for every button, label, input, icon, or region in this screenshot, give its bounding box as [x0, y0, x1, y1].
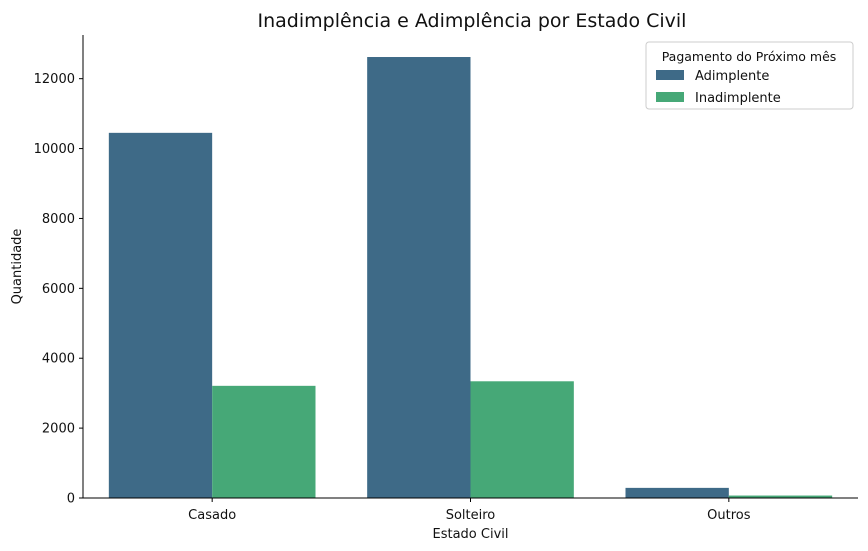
y-tick-label: 8000: [42, 212, 75, 227]
x-tick-label: Casado: [188, 508, 236, 523]
legend-frame: [645, 41, 854, 110]
legend: Pagamento do Próximo mês Adimplente Inadi…: [645, 41, 854, 110]
y-tick-label: 12000: [34, 72, 75, 87]
bar-inadimplente-outros: [728, 495, 833, 498]
y-tick-label: 6000: [42, 282, 75, 297]
bars-group: [108, 57, 833, 498]
legend-swatch-inadimplente: [656, 92, 684, 102]
x-tick-label: Solteiro: [446, 508, 496, 523]
legend-items: Adimplente Inadimplente: [656, 69, 781, 106]
chart-title: Inadimplência e Adimplência por Estado C…: [258, 10, 687, 32]
x-axis-label: Estado Civil: [433, 527, 509, 542]
y-tick-label: 0: [67, 492, 75, 507]
y-tick-label: 4000: [42, 352, 75, 367]
legend-label-inadimplente: Inadimplente: [695, 91, 781, 106]
y-tick-label: 10000: [34, 142, 75, 157]
bar-inadimplente-solteiro: [470, 381, 574, 498]
x-axis-ticks: Casado Solteiro Outros: [188, 498, 751, 523]
y-axis-label: Quantidade: [10, 229, 25, 305]
y-tick-label: 2000: [42, 422, 75, 437]
bar-adimplente-outros: [625, 487, 729, 498]
legend-label-adimplente: Adimplente: [695, 69, 769, 84]
legend-title: Pagamento do Próximo mês: [662, 49, 837, 64]
bar-adimplente-solteiro: [367, 57, 471, 498]
bar-adimplente-casado: [108, 132, 213, 498]
bar-inadimplente-casado: [212, 385, 316, 498]
legend-swatch-adimplente: [656, 70, 684, 80]
x-tick-label: Outros: [707, 508, 751, 523]
y-axis-ticks: 0 2000 4000 6000 8000 10000 12000: [34, 72, 83, 507]
